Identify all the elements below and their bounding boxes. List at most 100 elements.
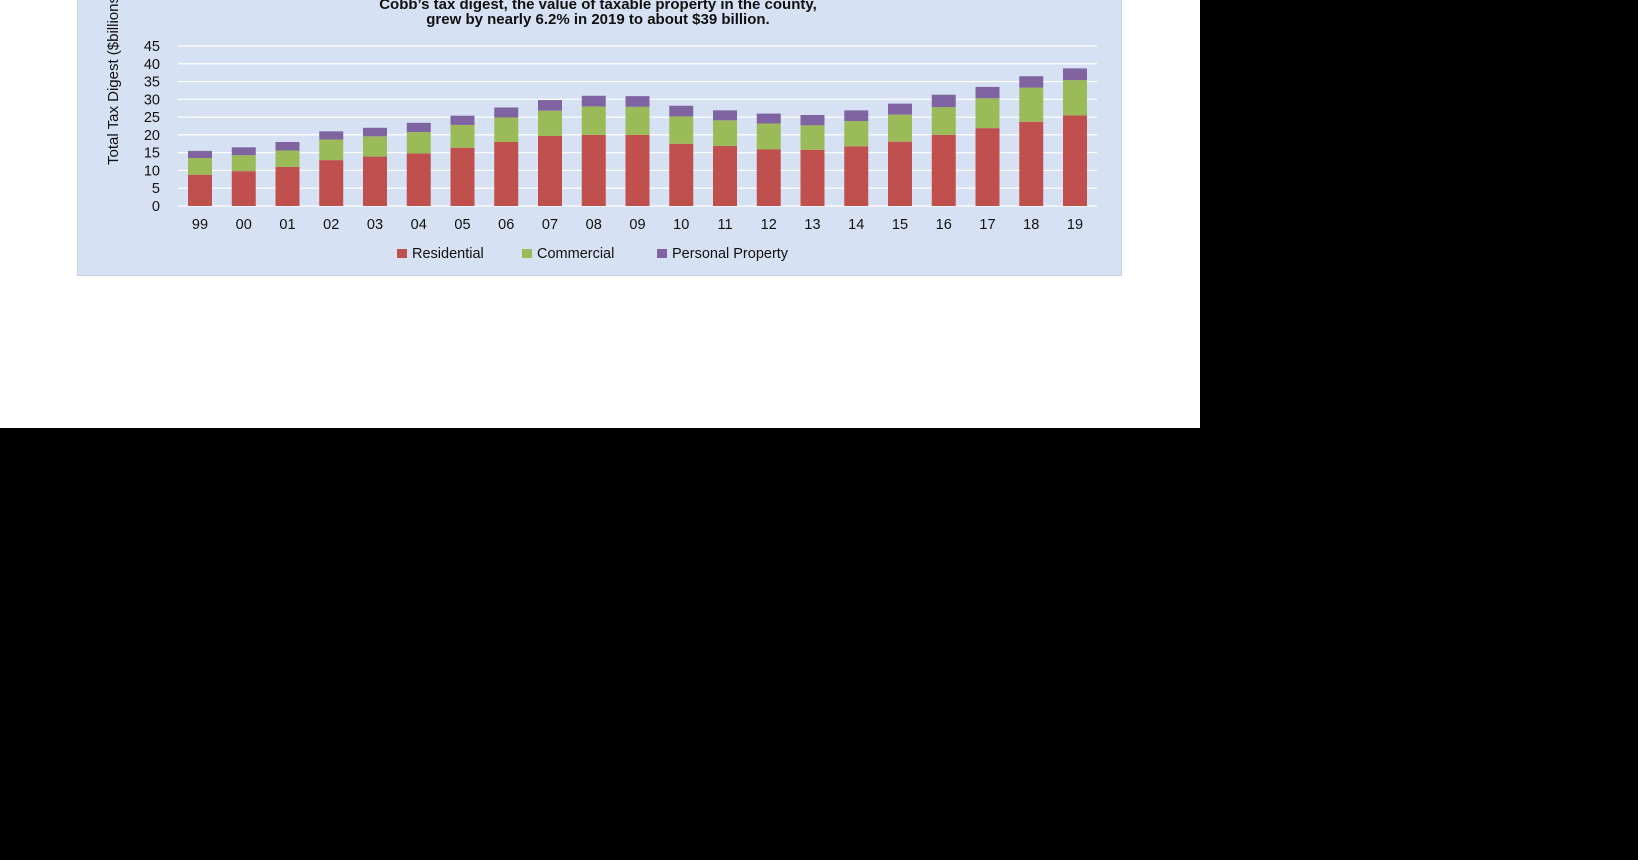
bar-segment-personal-property (494, 107, 519, 118)
bar-segment-residential (319, 160, 344, 206)
stacked-bar-chart: Cobb’s tax digest, the value of taxable … (105, 0, 1097, 262)
x-tick-label: 09 (629, 217, 645, 233)
bar-segment-commercial (975, 98, 1000, 129)
bar-segment-personal-property (625, 96, 650, 107)
bar-segment-residential (713, 145, 737, 206)
x-tick-label: 99 (192, 217, 208, 233)
bar-segment-personal-property (581, 95, 606, 107)
bar-segment-residential (844, 146, 869, 206)
bars (188, 68, 1087, 206)
bar-segment-residential (756, 149, 781, 206)
bar-segment-residential (450, 147, 475, 206)
y-tick-label: 5 (152, 181, 160, 197)
bar-segment-commercial (888, 114, 912, 142)
bar-segment-personal-property (888, 103, 912, 115)
bar-segment-residential (363, 156, 387, 206)
bar-segment-personal-property (188, 150, 212, 158)
legend-label: Residential (412, 246, 484, 262)
bar-segment-residential (669, 143, 694, 206)
chart-title-line-1: Cobb’s tax digest, the value of taxable … (379, 0, 817, 13)
bar-segment-personal-property (800, 114, 825, 126)
bar-segment-residential (581, 134, 606, 206)
x-tick-label: 17 (979, 217, 995, 233)
bar-segment-residential (494, 142, 519, 206)
bar-segment-residential (931, 134, 956, 206)
x-tick-label: 06 (498, 217, 514, 233)
legend: Residential Commercial Personal Property (397, 246, 789, 262)
bar-segment-residential (1063, 115, 1087, 206)
bar-segment-commercial (844, 121, 869, 147)
x-tick-label: 04 (411, 217, 427, 233)
legend-label: Commercial (537, 246, 614, 262)
bar-segment-personal-property (231, 147, 256, 156)
bar-segment-personal-property (406, 122, 431, 133)
y-tick-label: 20 (144, 128, 160, 144)
bar-segment-personal-property (363, 127, 387, 137)
bar-segment-residential (188, 174, 212, 206)
y-tick-label: 15 (144, 146, 160, 162)
bar-segment-residential (538, 135, 562, 206)
x-tick-label: 13 (804, 217, 820, 233)
chart-title-line-2: grew by nearly 6.2% in 2019 to about $39… (426, 11, 769, 28)
bar-segment-personal-property (931, 94, 956, 108)
x-tick-label: 19 (1067, 217, 1083, 233)
bar-segment-residential (231, 171, 256, 206)
bar-segment-commercial (756, 123, 781, 150)
x-axis-ticks: 99 00 01 02 03 04 05 06 07 08 09 10 11 12 13 14 15 16 17 18… (192, 217, 1083, 233)
legend-swatch (522, 249, 532, 258)
bar-segment-residential (275, 166, 300, 206)
legend-label: Personal Property (672, 246, 789, 262)
x-tick-label: 11 (717, 217, 732, 233)
y-tick-label: 35 (144, 75, 160, 91)
bar-segment-commercial (1063, 80, 1087, 116)
bar-segment-residential (800, 149, 825, 206)
x-tick-label: 14 (848, 217, 864, 233)
bar-segment-personal-property (450, 115, 475, 125)
x-tick-label: 18 (1023, 217, 1039, 233)
bar-segment-personal-property (713, 110, 737, 121)
bar-segment-residential (975, 128, 1000, 206)
bar-segment-commercial (800, 125, 825, 150)
bar-segment-residential (1019, 121, 1044, 206)
bar-segment-commercial (1019, 87, 1044, 122)
bar-segment-commercial (363, 136, 387, 157)
bar-segment-commercial (538, 110, 562, 136)
bar-segment-personal-property (1019, 76, 1044, 88)
bar-segment-commercial (231, 155, 256, 172)
x-tick-label: 00 (236, 217, 252, 233)
bar-segment-commercial (581, 106, 606, 135)
bar-segment-personal-property (275, 142, 300, 151)
bar-segment-commercial (494, 117, 519, 142)
x-tick-label: 07 (542, 217, 558, 233)
bar-segment-commercial (931, 107, 956, 135)
x-tick-label: 15 (892, 217, 908, 233)
bar-segment-residential (625, 134, 650, 206)
legend-swatch (657, 249, 667, 258)
x-tick-label: 01 (279, 217, 295, 233)
bar-segment-commercial (319, 139, 344, 161)
bar-segment-personal-property (538, 100, 562, 111)
x-tick-label: 10 (673, 217, 689, 233)
y-tick-label: 40 (144, 57, 160, 73)
y-axis-label: Total Tax Digest ($billions) (105, 0, 122, 165)
x-tick-label: 05 (454, 217, 470, 233)
bar-segment-commercial (188, 158, 212, 175)
legend-swatch (397, 249, 407, 258)
bar-segment-personal-property (756, 113, 781, 124)
bar-segment-personal-property (844, 110, 869, 122)
bar-segment-personal-property (319, 131, 344, 140)
bar-segment-personal-property (669, 105, 694, 117)
x-tick-label: 16 (936, 217, 952, 233)
y-tick-label: 10 (144, 163, 160, 179)
x-tick-label: 12 (761, 217, 777, 233)
bar-segment-commercial (713, 120, 737, 146)
bar-segment-residential (888, 141, 912, 206)
bar-segment-commercial (669, 116, 694, 144)
bar-segment-commercial (450, 124, 475, 148)
y-tick-label: 30 (144, 92, 160, 108)
bar-segment-personal-property (1063, 68, 1087, 81)
x-tick-label: 02 (323, 217, 339, 233)
bar-segment-commercial (275, 150, 300, 167)
bar-segment-residential (406, 153, 431, 206)
